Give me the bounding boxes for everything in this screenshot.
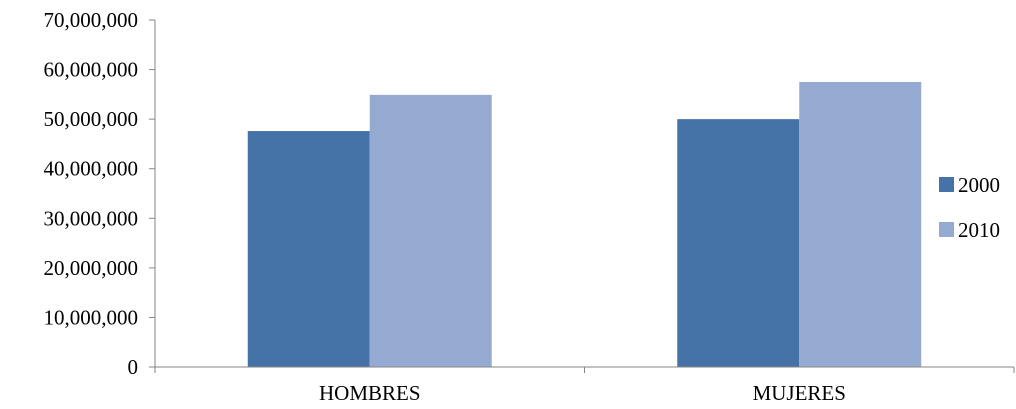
legend-label-2000: 2000 [958, 173, 1000, 197]
bars [247, 81, 922, 368]
y-tick-label: 0 [128, 355, 139, 379]
y-tick-label: 20,000,000 [44, 256, 139, 280]
x-category-label: HOMBRES [319, 381, 421, 405]
legend-swatch-2010 [939, 222, 954, 237]
legend-label-2010: 2010 [958, 218, 1000, 242]
y-tick-label: 50,000,000 [44, 107, 139, 131]
bar-2010-hombres [369, 94, 492, 368]
y-tick-label: 10,000,000 [44, 305, 139, 329]
legend-swatch-2000 [939, 177, 954, 192]
y-tick-label: 30,000,000 [44, 206, 139, 230]
bar-2000-hombres [247, 131, 370, 367]
bar-2000-mujeres [677, 119, 800, 368]
y-axis-ticks: 0 10,000,000 20,000,000 30,000,000 40,000,00… [44, 8, 155, 379]
x-axis-ticks: HOMBRES MUJERES [154, 367, 1015, 405]
y-tick-label: 40,000,000 [44, 157, 139, 181]
bar-2010-mujeres [799, 81, 922, 367]
y-tick-label: 60,000,000 [44, 58, 139, 82]
legend: 2000 2010 [939, 173, 1000, 242]
y-tick-label: 70,000,000 [44, 8, 139, 32]
x-category-label: MUJERES [753, 381, 846, 405]
